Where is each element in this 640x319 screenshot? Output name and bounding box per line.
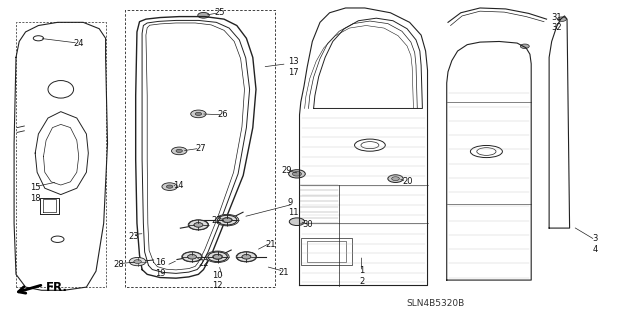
Circle shape <box>222 218 232 223</box>
Text: 22: 22 <box>198 259 209 268</box>
Circle shape <box>237 252 256 262</box>
Circle shape <box>206 251 229 263</box>
Circle shape <box>218 215 237 225</box>
Circle shape <box>289 218 305 226</box>
Circle shape <box>218 215 237 225</box>
Circle shape <box>188 255 196 259</box>
Circle shape <box>388 175 403 182</box>
Circle shape <box>189 220 208 230</box>
Circle shape <box>188 255 196 259</box>
Text: 13
17: 13 17 <box>288 57 299 77</box>
Text: 23: 23 <box>128 232 139 241</box>
Circle shape <box>176 149 182 152</box>
Circle shape <box>198 12 209 18</box>
Circle shape <box>182 252 202 262</box>
Circle shape <box>242 255 251 259</box>
Text: 22: 22 <box>211 216 221 225</box>
Text: 28: 28 <box>113 260 124 269</box>
Circle shape <box>392 177 399 181</box>
Circle shape <box>162 183 177 190</box>
Text: 20: 20 <box>402 177 412 186</box>
Text: 16
19: 16 19 <box>155 258 165 278</box>
Circle shape <box>557 17 566 21</box>
Bar <box>301 238 352 265</box>
Circle shape <box>182 252 202 262</box>
Circle shape <box>236 252 257 262</box>
Text: 14: 14 <box>173 181 183 189</box>
Circle shape <box>208 252 227 262</box>
Text: 26: 26 <box>218 110 228 119</box>
Text: 15
18: 15 18 <box>30 183 40 203</box>
Circle shape <box>166 185 173 188</box>
Circle shape <box>520 44 529 48</box>
Text: 29: 29 <box>282 166 292 175</box>
Circle shape <box>216 214 239 226</box>
Circle shape <box>223 218 232 222</box>
Text: 30: 30 <box>302 220 313 229</box>
Circle shape <box>194 223 203 227</box>
Circle shape <box>292 172 301 176</box>
Text: 21: 21 <box>266 240 276 249</box>
Text: 9
11: 9 11 <box>288 198 298 217</box>
Circle shape <box>195 112 202 115</box>
Circle shape <box>172 147 187 155</box>
Circle shape <box>194 223 203 227</box>
Text: FR.: FR. <box>46 281 68 293</box>
Circle shape <box>289 170 305 178</box>
Circle shape <box>223 218 232 222</box>
Text: SLN4B5320B: SLN4B5320B <box>406 299 465 308</box>
Text: 25: 25 <box>214 8 225 17</box>
Text: 3
4: 3 4 <box>593 234 598 254</box>
Circle shape <box>188 220 209 230</box>
Text: 1
2: 1 2 <box>359 266 364 286</box>
Text: 21: 21 <box>278 268 289 277</box>
Circle shape <box>242 255 251 259</box>
Text: 10
12: 10 12 <box>212 271 223 290</box>
Text: 27: 27 <box>195 144 206 153</box>
Circle shape <box>212 254 223 259</box>
Circle shape <box>129 257 146 266</box>
Circle shape <box>208 252 227 262</box>
Circle shape <box>134 260 141 263</box>
Bar <box>307 241 346 262</box>
Text: 31
32: 31 32 <box>552 13 562 32</box>
Text: 24: 24 <box>74 39 84 48</box>
Circle shape <box>213 255 222 259</box>
Circle shape <box>213 255 222 259</box>
Circle shape <box>191 110 206 118</box>
